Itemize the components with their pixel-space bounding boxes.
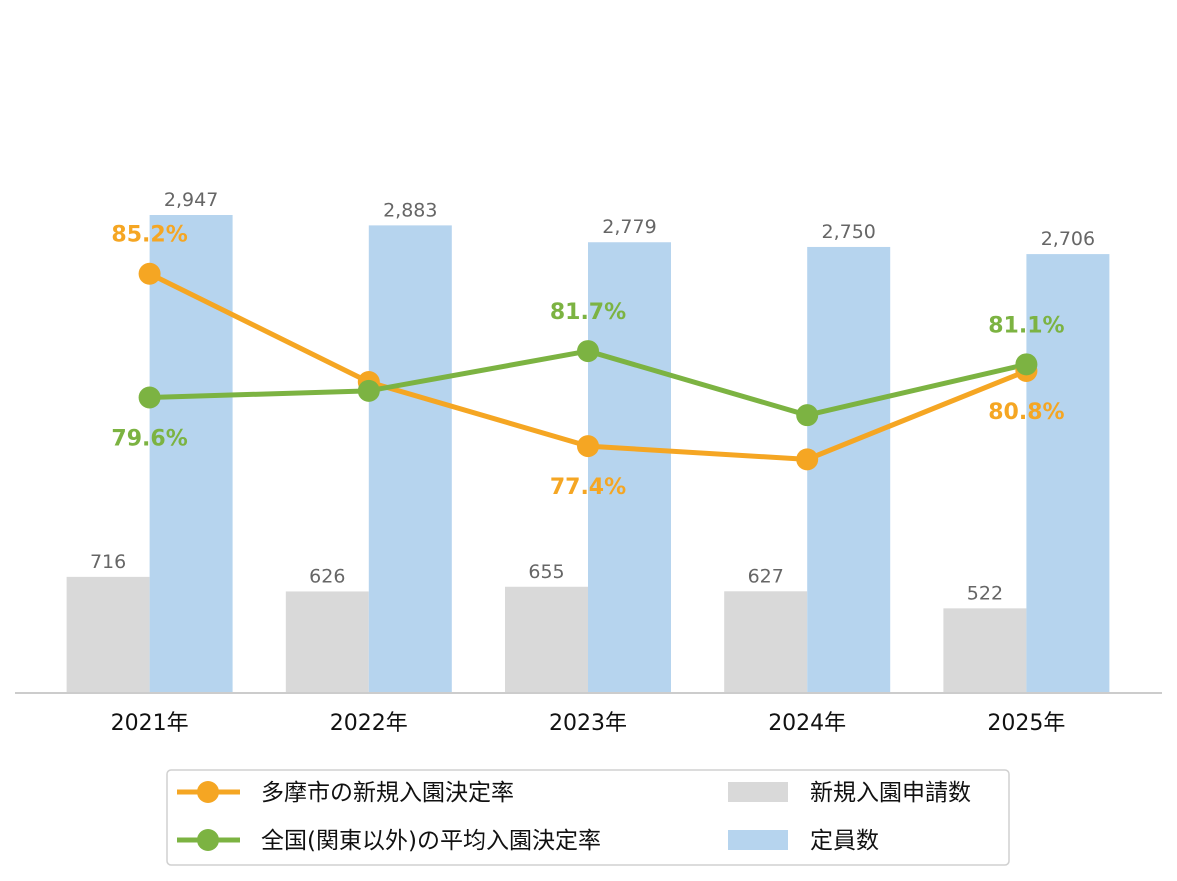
x-tick-label: 2024年 [768, 711, 846, 736]
legend-item-line-1: 全国(関東以外)の平均入園決定率 [177, 828, 601, 854]
line-point [138, 262, 161, 285]
bar [368, 225, 452, 693]
legend-bar-swatch [728, 782, 788, 802]
bar [807, 246, 891, 693]
line-point [796, 404, 819, 427]
legend-label: 新規入園申請数 [810, 780, 971, 806]
line-value-label: 79.6% [111, 426, 187, 451]
x-tick-label: 2021年 [111, 711, 189, 736]
bar [724, 591, 808, 693]
bars-layer [66, 215, 1110, 694]
x-tick-label: 2025年 [987, 711, 1065, 736]
bar-labels-layer: 716 626 655 627 522 2,947 2,883 2,779 2,750 2,706 [90, 189, 1095, 604]
bar-value-label: 2,779 [602, 216, 656, 238]
bar-value-label: 716 [90, 551, 126, 573]
legend-label: 定員数 [810, 828, 879, 854]
line-point [138, 386, 161, 409]
bar [285, 591, 369, 693]
bar [588, 242, 671, 694]
bar-value-label: 655 [528, 561, 564, 583]
bar [943, 608, 1027, 693]
bar [505, 586, 588, 693]
x-tick-label: 2023年 [549, 711, 627, 736]
legend-item-bar-0: 新規入園申請数 [728, 780, 971, 806]
bar-value-label: 2,947 [164, 189, 218, 211]
legend-item-bar-1: 定員数 [728, 828, 879, 854]
bar-value-label: 2,750 [821, 221, 875, 243]
bar [1026, 254, 1110, 694]
lines-layer [138, 262, 1038, 471]
bar-value-label: 626 [309, 565, 345, 587]
legend-marker-swatch [197, 829, 219, 851]
legend-marker-swatch [197, 781, 219, 803]
bar-value-label: 522 [967, 582, 1003, 604]
x-tick-label: 2022年 [330, 711, 408, 736]
bar-value-label: 2,883 [383, 199, 437, 221]
line-value-label: 77.4% [550, 475, 626, 500]
line-value-label: 81.7% [550, 300, 626, 325]
legend-label: 多摩市の新規入園決定率 [261, 780, 514, 806]
legend-label: 全国(関東以外)の平均入園決定率 [261, 828, 601, 854]
bar [66, 576, 150, 693]
line-point [577, 340, 599, 363]
x-tick-labels: 2021年 2022年 2023年 2024年 2025年 [111, 711, 1066, 736]
legend-bar-swatch [728, 830, 788, 850]
line-value-label: 80.8% [988, 400, 1064, 425]
bar-value-label: 627 [748, 565, 784, 587]
line-point [1015, 353, 1038, 376]
line-labels-layer: 85.2% 77.4% 80.8% 79.6% 81.7% 81.1% [111, 223, 1064, 500]
line-value-label: 81.1% [988, 313, 1064, 338]
bar [149, 215, 233, 693]
line-value-label: 85.2% [111, 223, 187, 248]
line-point [577, 435, 599, 458]
bar-value-label: 2,706 [1041, 228, 1095, 250]
legend-item-line-0: 多摩市の新規入園決定率 [177, 780, 514, 806]
legend-box [166, 769, 1010, 866]
line-point [357, 379, 380, 402]
line-point [796, 448, 819, 471]
legend: 多摩市の新規入園決定率 全国(関東以外)の平均入園決定率 新規入園申請数 定員数 [166, 769, 1010, 866]
